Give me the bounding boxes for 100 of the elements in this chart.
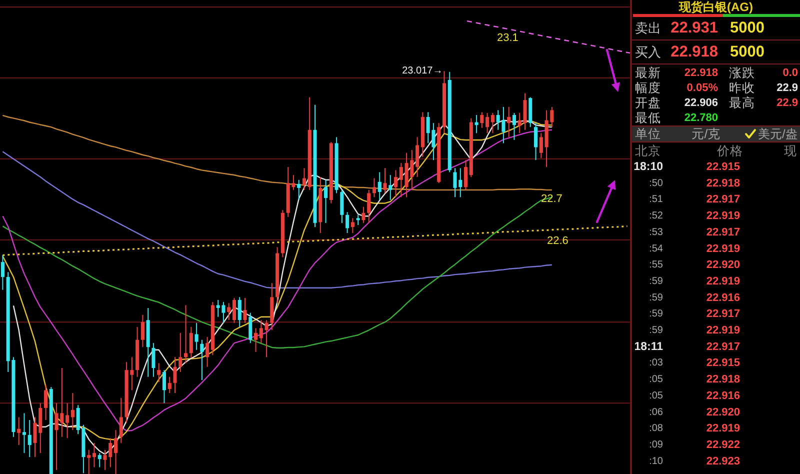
- candlestick: [178, 332, 182, 373]
- candlestick: [140, 314, 144, 348]
- annotation: 22.6: [547, 235, 568, 248]
- text: :03: [649, 358, 664, 369]
- candlestick: [17, 416, 21, 446]
- text: :08: [649, 423, 664, 434]
- text: 22.918: [670, 44, 718, 60]
- text: 0.05%: [686, 82, 718, 94]
- candlestick: [302, 168, 306, 190]
- candlestick: [512, 112, 516, 140]
- text: 22.917: [706, 194, 740, 206]
- candlestick: [152, 342, 156, 378]
- text: 22.923: [706, 455, 740, 468]
- annotation: 22.7: [541, 193, 562, 206]
- text: 22.780: [684, 112, 718, 124]
- text: 22.918: [684, 67, 718, 79]
- candlestick: [367, 189, 371, 224]
- candlestick: [372, 178, 376, 198]
- text: :54: [649, 243, 664, 254]
- text: 22.917: [706, 340, 740, 353]
- text: 最新: [635, 66, 661, 80]
- text: 22.9: [776, 97, 798, 109]
- candlestick: [490, 112, 494, 134]
- text: 单位: [635, 127, 661, 141]
- text: :59: [649, 276, 664, 287]
- text: :55: [649, 260, 664, 271]
- candlestick: [168, 376, 172, 394]
- text: 22.915: [706, 161, 740, 173]
- text: 22.9: [776, 82, 798, 94]
- candlestick: [378, 172, 382, 201]
- text: 22.920: [706, 406, 740, 418]
- text: 美元/盎: [758, 127, 798, 141]
- text: :51: [649, 194, 664, 206]
- candlestick: [0, 254, 4, 290]
- candlestick: [200, 339, 204, 381]
- text: :59: [649, 325, 664, 336]
- text: 价格: [716, 144, 743, 158]
- text: :09: [649, 439, 664, 450]
- candlestick: [264, 320, 268, 358]
- text: 最高: [729, 95, 755, 110]
- candlestick: [184, 304, 188, 364]
- candlestick: [92, 442, 96, 468]
- text: 现: [784, 144, 797, 158]
- text: 22.918: [706, 177, 740, 190]
- candlestick: [254, 328, 258, 352]
- text: :59: [649, 308, 664, 320]
- text: :50: [649, 178, 664, 189]
- candlestick: [534, 122, 538, 161]
- candlestick: [44, 384, 48, 421]
- candlestick: [232, 297, 236, 324]
- text: 22.919: [706, 422, 740, 435]
- candlestick: [227, 302, 231, 321]
- text: 22.918: [706, 374, 740, 386]
- text: 22.931: [670, 20, 718, 36]
- text: 5000: [730, 20, 764, 36]
- candlestick: [162, 370, 166, 404]
- candlestick: [346, 212, 350, 234]
- text: :59: [649, 292, 664, 304]
- candlestick: [22, 412, 26, 454]
- candlestick: [388, 174, 392, 201]
- candlestick: [98, 452, 102, 468]
- candlestick: [324, 179, 328, 224]
- text: 开盘: [635, 96, 661, 110]
- text: 22.920: [706, 259, 740, 272]
- candlestick: [464, 160, 468, 190]
- text: :05: [649, 390, 664, 402]
- text: 23.1: [497, 32, 518, 44]
- candlestick: [119, 397, 123, 444]
- text: 5000: [730, 44, 764, 60]
- text: :05: [649, 374, 664, 386]
- text: 22.919: [706, 275, 740, 288]
- text: :10: [649, 456, 664, 467]
- text: 北京: [635, 144, 661, 158]
- candlestick: [297, 179, 301, 201]
- candlestick: [157, 362, 161, 383]
- candlestick: [362, 206, 366, 224]
- text: 22.916: [706, 390, 740, 402]
- text: 0.0: [782, 67, 798, 79]
- text: 买入: [635, 44, 661, 60]
- text: :06: [649, 406, 664, 418]
- candlestick: [248, 312, 252, 344]
- text: 22.906: [684, 97, 718, 109]
- candlestick: [480, 112, 484, 128]
- text: 涨跌: [729, 66, 755, 80]
- candlestick: [259, 320, 263, 344]
- text: :52: [649, 210, 664, 222]
- candlestick: [243, 297, 247, 324]
- candlestick: [70, 392, 74, 431]
- candlestick: [114, 430, 118, 474]
- text: 幅度: [635, 80, 661, 95]
- candlestick: [173, 356, 177, 394]
- candlestick: [486, 112, 490, 134]
- candlestick: [350, 218, 354, 234]
- candlestick: [194, 322, 198, 350]
- text: 元/克: [691, 127, 721, 141]
- candlestick: [66, 402, 70, 439]
- candlestick: [383, 168, 387, 194]
- candlestick: [340, 189, 344, 224]
- candlestick: [474, 114, 478, 134]
- candlestick: [189, 326, 193, 358]
